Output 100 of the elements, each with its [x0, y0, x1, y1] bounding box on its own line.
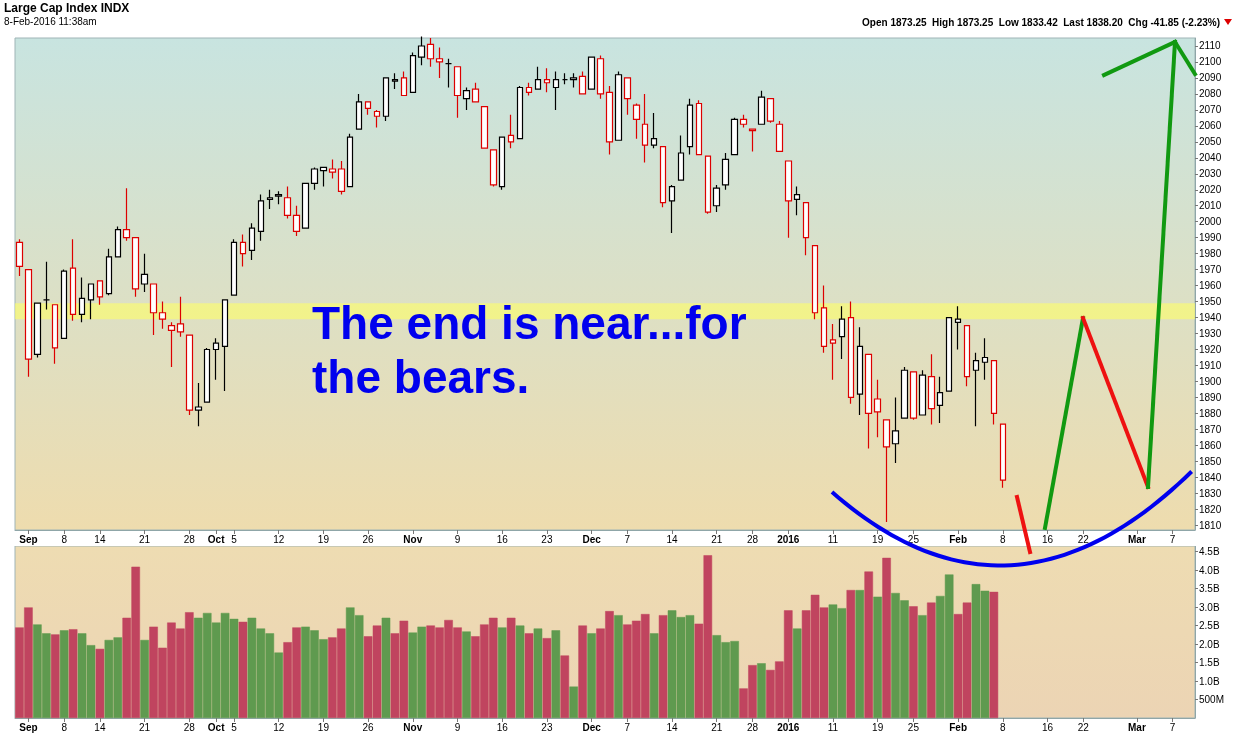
- candlestick: [33, 302, 42, 359]
- candlestick: [927, 353, 936, 426]
- y-tick-label: 2110: [1199, 40, 1221, 52]
- x-tick-label: 2016: [777, 721, 800, 733]
- candlestick: [355, 93, 363, 130]
- candlestick: [221, 299, 229, 392]
- x-tick-label: 7: [1169, 721, 1176, 733]
- candlestick: [587, 56, 596, 90]
- candlestick: [301, 182, 310, 229]
- x-tick-label: 22: [1077, 721, 1090, 733]
- y-tick-label: 2040: [1199, 152, 1222, 164]
- candlestick: [114, 225, 122, 258]
- y-tick-label: 4.0B: [1199, 564, 1220, 576]
- candlestick: [257, 193, 265, 242]
- x-tick-label: 28: [183, 533, 196, 545]
- candlestick: [239, 233, 247, 268]
- candlestick: [534, 66, 542, 90]
- y-tick-label: 1830: [1199, 487, 1222, 499]
- bar: [68, 629, 78, 718]
- candlestick: [686, 98, 694, 156]
- candlestick: [140, 253, 149, 293]
- candlestick: [283, 185, 292, 220]
- candlestick: [873, 379, 882, 438]
- x-tick-label: 23: [541, 721, 553, 733]
- bar: [462, 631, 471, 718]
- bar: [569, 686, 578, 718]
- x-tick-label: Dec: [582, 721, 602, 733]
- candlestick: [963, 324, 971, 387]
- candlestick: [578, 70, 587, 95]
- candlestick: [516, 85, 524, 140]
- y-tick-label: 1880: [1199, 407, 1222, 419]
- candlestick: [972, 352, 980, 427]
- y-tick-label: 500M: [1199, 694, 1225, 706]
- candlestick: [24, 269, 33, 378]
- y-tick-label: 2060: [1199, 120, 1222, 132]
- candlestick: [802, 201, 810, 256]
- y-tick-label: 1870: [1199, 423, 1222, 435]
- y-tick-label: 2010: [1199, 200, 1222, 212]
- x-tick-label: Feb: [949, 721, 967, 733]
- candlestick: [677, 134, 685, 181]
- y-tick-label: 2050: [1199, 136, 1222, 148]
- y-tick-label: 1.0B: [1199, 675, 1220, 687]
- y-tick-label: 3.5B: [1199, 583, 1220, 595]
- candlestick: [489, 149, 498, 188]
- candlestick: [373, 109, 381, 129]
- bar: [381, 617, 391, 718]
- y-tick-label: 1950: [1199, 296, 1222, 308]
- candlestick: [42, 261, 51, 311]
- x-tick-label: 14: [666, 533, 679, 545]
- candlestick: [614, 70, 623, 141]
- bar: [864, 571, 873, 718]
- x-tick-label: 2016: [777, 533, 800, 545]
- candlestick: [641, 93, 649, 164]
- candlestick: [820, 285, 828, 354]
- x-tick-label: 12: [273, 533, 285, 545]
- candlestick: [149, 283, 158, 336]
- x-tick-label: 26: [362, 721, 375, 733]
- bar: [533, 628, 543, 718]
- bar: [238, 621, 248, 718]
- x-tick-label: 23: [541, 533, 553, 545]
- y-tick-label: 2020: [1199, 184, 1222, 196]
- candlestick: [435, 46, 444, 79]
- candlestick: [739, 114, 748, 129]
- y-tick-label: 1.5B: [1199, 657, 1220, 669]
- candlestick: [87, 283, 95, 320]
- y-tick-label: 1920: [1199, 343, 1222, 355]
- bar: [515, 625, 525, 718]
- candlestick: [319, 166, 328, 188]
- candlestick: [185, 334, 194, 416]
- candlestick: [462, 86, 471, 111]
- candlestick: [668, 184, 676, 234]
- candlestick: [471, 82, 480, 103]
- x-tick-label: 12: [273, 721, 285, 733]
- x-tick-label: 8: [1000, 721, 1007, 733]
- candlestick: [748, 128, 757, 153]
- candlestick: [122, 187, 131, 242]
- text: Open 1873.25 High 1873.25 Low 1833.42 Last 1838.20 Chg -41.85 (-2.23%): [862, 16, 1221, 28]
- candlestick: [811, 245, 819, 320]
- x-tick-label: 21: [711, 533, 723, 545]
- x-tick-label: 8: [1000, 533, 1007, 545]
- bar: [95, 648, 105, 718]
- bar: [792, 628, 802, 718]
- bar: [873, 596, 882, 718]
- candlestick: [480, 106, 489, 149]
- x-tick-label: 11: [827, 721, 839, 733]
- candlestick: [176, 296, 185, 338]
- x-tick-label: 25: [907, 721, 920, 733]
- x-tick-label: Sep: [19, 533, 38, 545]
- candlestick: [51, 304, 59, 365]
- y-tick-label: 2080: [1199, 88, 1222, 100]
- candlestick: [856, 326, 864, 416]
- candlestick: [507, 114, 515, 149]
- x-tick-label: Mar: [1128, 721, 1146, 733]
- x-tick-label: 7: [624, 721, 631, 733]
- candlestick: [569, 72, 578, 89]
- y-tick-label: 1970: [1199, 264, 1222, 276]
- y-tick-label: 1940: [1199, 312, 1222, 324]
- bar: [757, 663, 766, 718]
- annotation: The end is near...for the bears.: [312, 297, 760, 403]
- bar: [551, 630, 561, 718]
